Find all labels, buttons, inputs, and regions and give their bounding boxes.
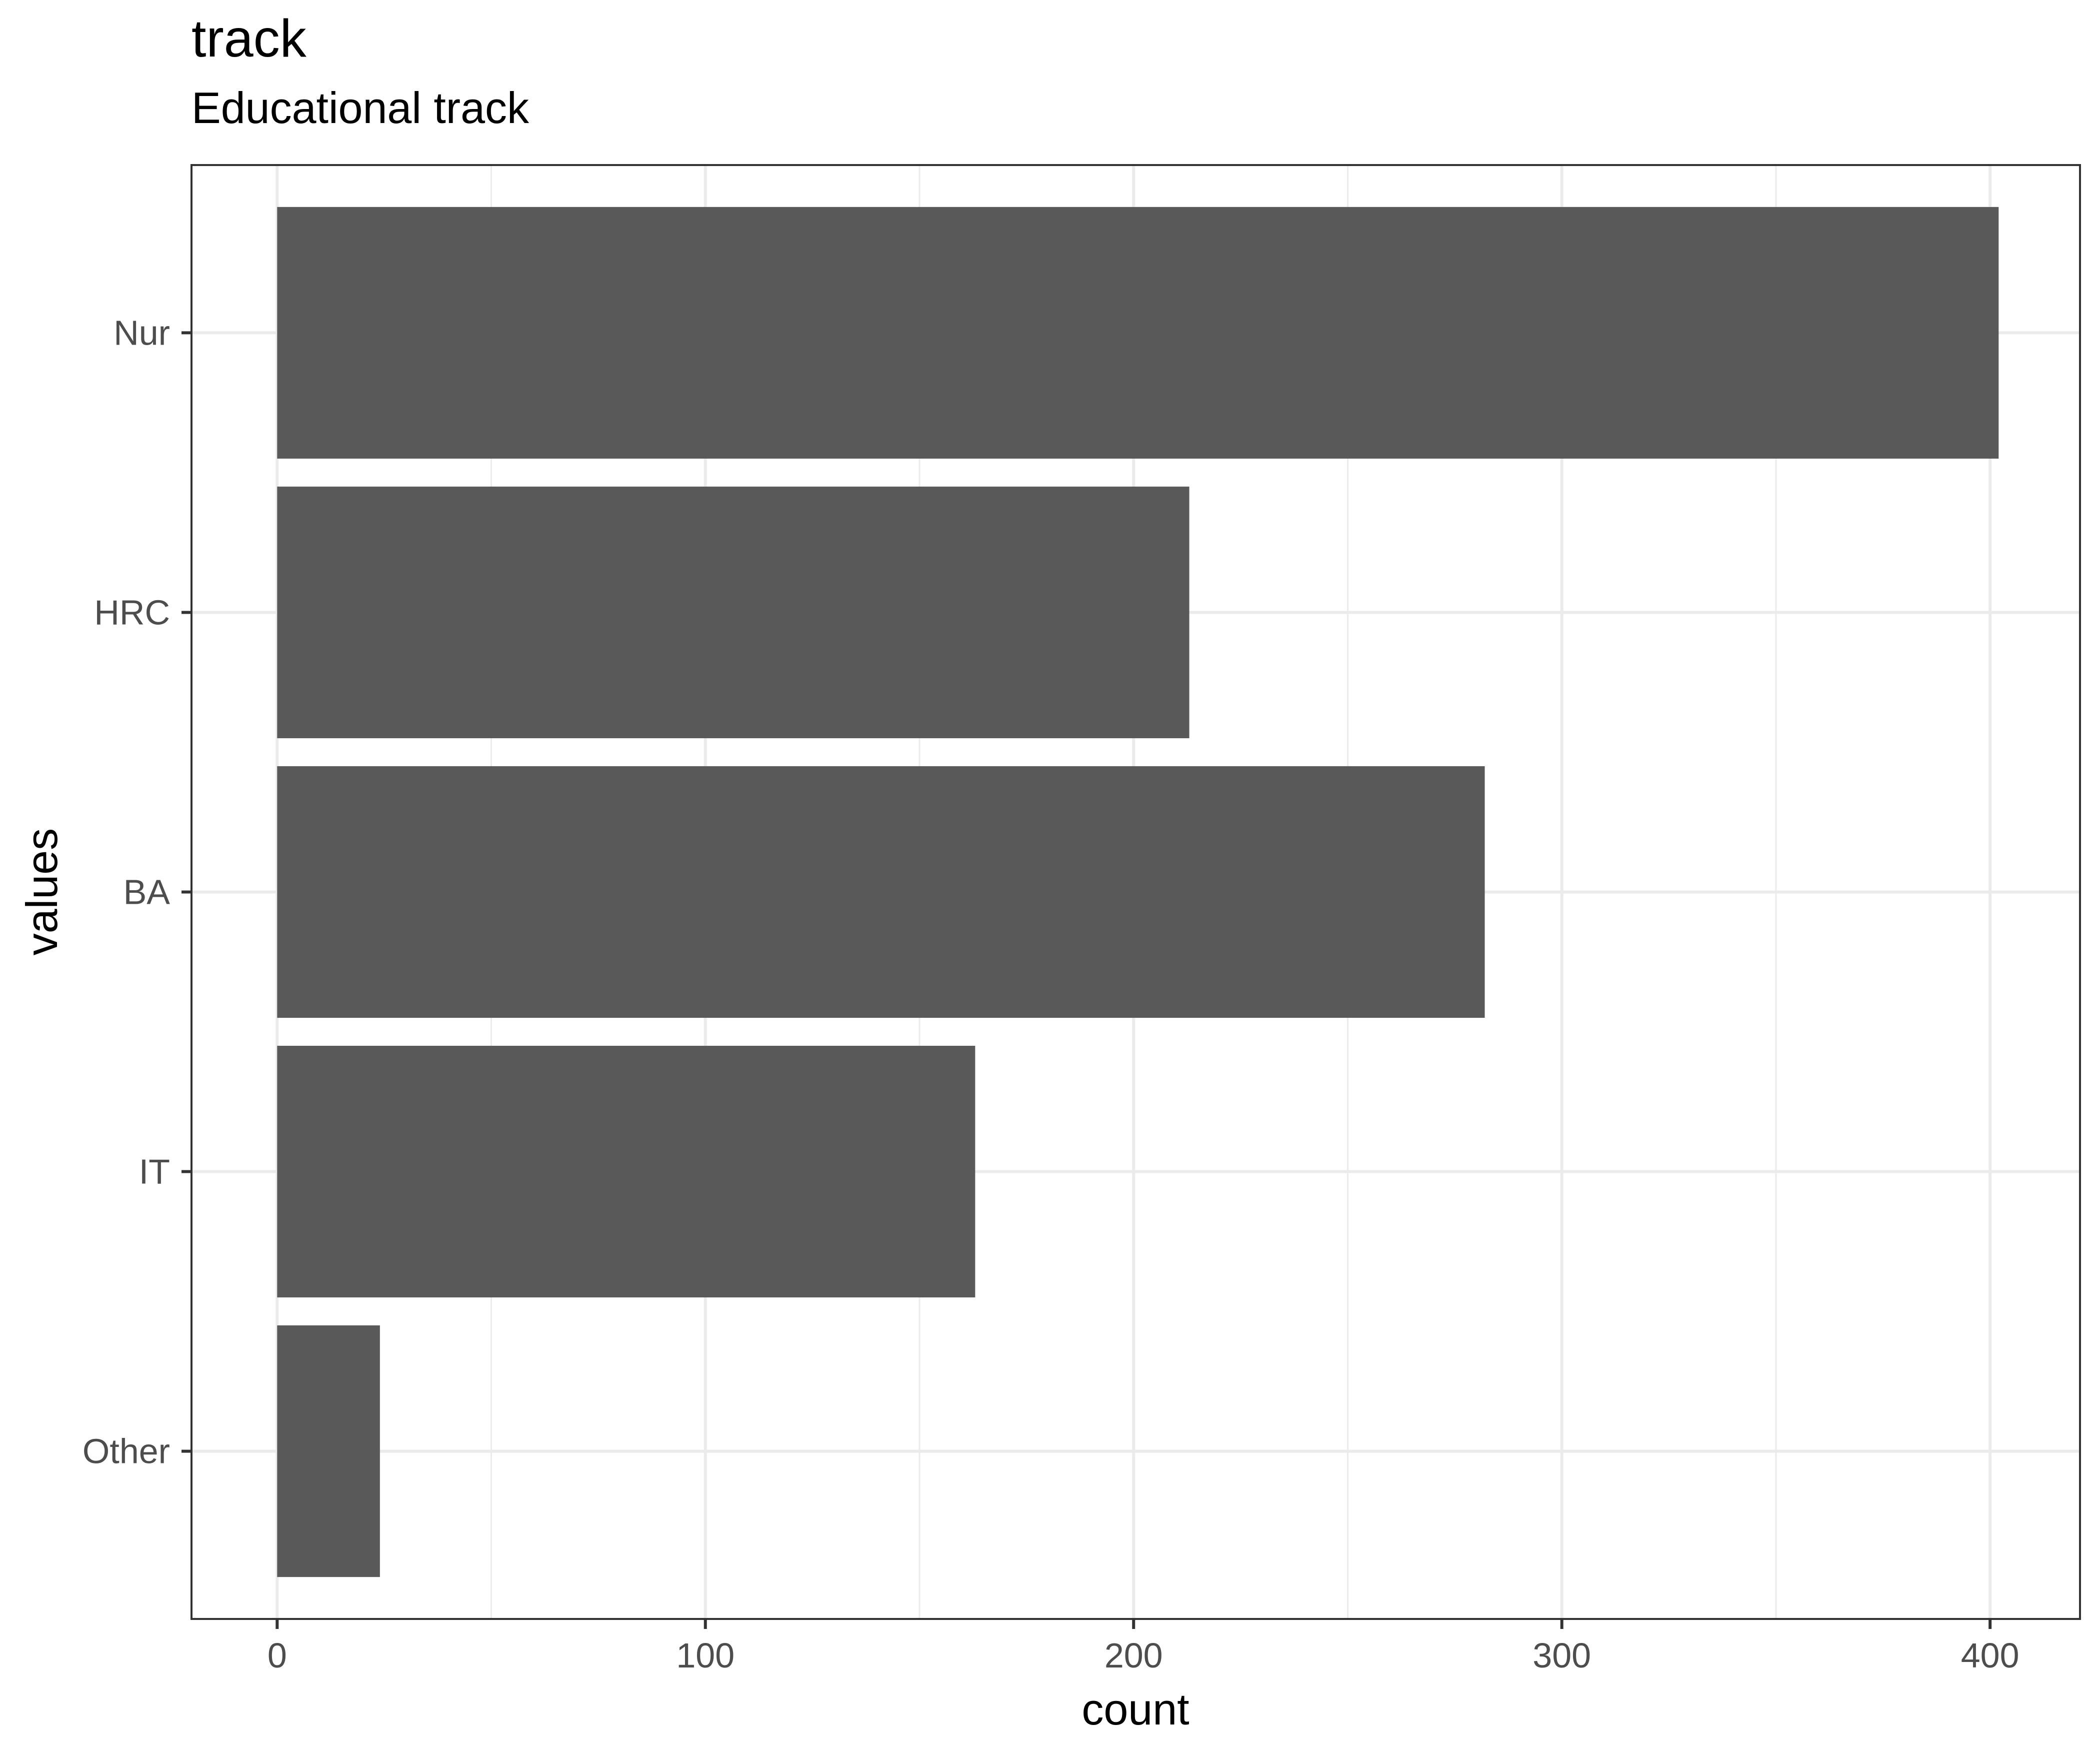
bar-other <box>277 1325 380 1577</box>
x-tick-label: 0 <box>268 1636 287 1675</box>
bar-it <box>277 1045 976 1298</box>
bar-ba <box>277 766 1485 1018</box>
x-axis: 0 100 200 300 400 <box>268 1619 2020 1675</box>
x-tick-label: 200 <box>1104 1636 1163 1675</box>
y-axis: Nur HRC BA IT Other <box>82 313 192 1471</box>
y-axis-title: values <box>17 828 66 955</box>
bar-nur <box>277 207 1999 459</box>
x-tick-label: 300 <box>1532 1636 1591 1675</box>
x-tick-label: 400 <box>1961 1636 2020 1675</box>
x-axis-title: count <box>1082 1684 1189 1734</box>
bars <box>277 207 1999 1577</box>
y-tick-label: BA <box>124 873 170 912</box>
y-tick-label: IT <box>139 1152 170 1191</box>
y-tick-label: Other <box>82 1432 170 1471</box>
chart-subtitle: Educational track <box>192 83 530 133</box>
y-tick-label: HRC <box>94 593 170 632</box>
x-tick-label: 100 <box>676 1636 734 1675</box>
chart-title: track <box>192 9 307 68</box>
y-tick-label: Nur <box>114 313 170 352</box>
bar-hrc <box>277 486 1190 739</box>
